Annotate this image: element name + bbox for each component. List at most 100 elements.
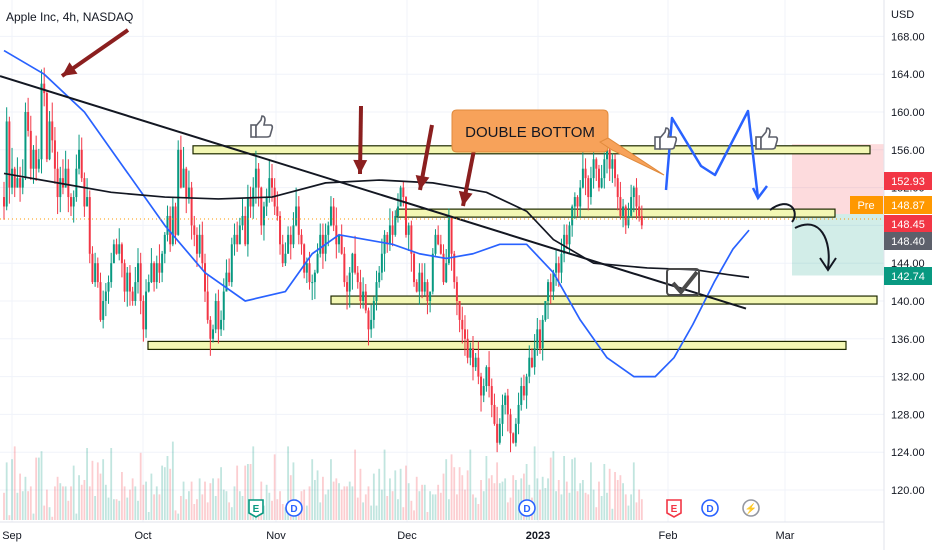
volume-bar <box>506 502 509 520</box>
candle-body <box>480 376 483 396</box>
earnings-marker[interactable]: E <box>666 499 682 518</box>
candle-body <box>53 140 56 169</box>
candle-body <box>399 187 402 207</box>
callout-text: DOUBLE BOTTOM <box>465 124 595 141</box>
badge-bg <box>884 196 932 214</box>
candle-body <box>292 225 295 245</box>
candle-body <box>474 357 477 368</box>
candle-body <box>386 234 389 245</box>
projection-arrow <box>794 223 830 269</box>
candle-body <box>91 253 94 283</box>
y-tick-label: 120.00 <box>891 485 925 497</box>
candle-body <box>541 319 544 349</box>
volume-bar <box>72 465 75 520</box>
candle-body <box>587 178 590 198</box>
candle-body <box>319 234 322 254</box>
volume-bar <box>595 507 598 520</box>
candle-body <box>364 291 367 311</box>
candle-body <box>606 149 608 160</box>
candle-body <box>356 272 359 283</box>
candle-body <box>161 253 164 273</box>
candle-body <box>614 159 617 179</box>
candle-body <box>332 206 335 226</box>
volume-bar <box>241 496 244 520</box>
candle-body <box>19 178 22 188</box>
volume-bar <box>380 489 383 520</box>
volume-bar <box>590 462 592 520</box>
volume-bar <box>8 515 11 520</box>
candle-body <box>21 178 24 188</box>
trendline-group <box>0 75 747 310</box>
candle-body <box>340 234 343 254</box>
candle-body <box>469 348 472 358</box>
volume-bar <box>129 489 131 520</box>
candle-body <box>396 206 399 216</box>
candle-body <box>514 423 517 443</box>
dividend-marker[interactable]: D <box>518 499 536 517</box>
volume-bar <box>410 500 413 520</box>
candle-body <box>244 215 247 245</box>
candle-body <box>555 263 558 273</box>
candle-body <box>638 206 641 216</box>
volume-bar <box>112 499 115 520</box>
volume-bar <box>359 468 362 520</box>
volume-bar <box>236 465 239 520</box>
candle-body <box>32 149 35 169</box>
dividend-marker[interactable]: D <box>701 499 719 517</box>
volume-bar <box>450 454 453 520</box>
volume-bar <box>592 489 595 520</box>
candle-body <box>466 338 469 358</box>
candle-body <box>102 301 105 320</box>
candle-body <box>182 168 185 188</box>
volume-bar <box>421 484 423 520</box>
volume-bar <box>67 500 70 520</box>
volume-bar <box>619 475 622 520</box>
candle-body <box>547 282 550 301</box>
price-axis[interactable]: 120.00124.00128.00132.00136.00140.00144.… <box>891 31 925 497</box>
y-tick-label: 124.00 <box>891 447 925 459</box>
volume-bar <box>442 473 445 520</box>
volume-bar <box>313 480 316 520</box>
arrow-head <box>458 190 473 206</box>
candle-body <box>40 83 43 160</box>
badge-bg <box>884 232 932 250</box>
candle-body <box>99 282 102 320</box>
event-marker-label: ⚡ <box>745 502 757 515</box>
volume-bar <box>155 486 158 520</box>
volume-bar <box>555 491 557 520</box>
y-tick-label: 168.00 <box>891 31 925 43</box>
candle-body <box>51 121 54 141</box>
volume-bar <box>514 480 517 520</box>
projection-arrow <box>769 203 796 223</box>
volume-bar <box>246 464 249 520</box>
volume-bar <box>485 456 488 520</box>
volume-bar <box>118 500 121 520</box>
candle-body <box>584 168 587 179</box>
candle-body <box>305 263 308 273</box>
volume-bar <box>265 484 268 520</box>
candle-body <box>453 253 456 283</box>
candle-body <box>308 263 311 283</box>
candle-body <box>147 282 150 292</box>
volume-bar <box>51 516 54 520</box>
candle-body <box>571 206 574 226</box>
x-tick-label: Nov <box>266 530 286 542</box>
candle-body <box>94 263 97 283</box>
candle-body <box>27 112 30 131</box>
earnings-marker[interactable]: E <box>248 499 264 518</box>
volume-bar <box>11 459 13 520</box>
plot-area[interactable] <box>0 0 884 522</box>
volume-bar <box>354 449 356 520</box>
volume-bar <box>346 486 348 520</box>
volume-bar <box>62 486 64 520</box>
volume-bar <box>458 467 461 520</box>
dividend-marker[interactable]: D <box>285 499 303 517</box>
volume-bar <box>565 481 568 520</box>
volume-bar <box>606 492 608 520</box>
split-marker[interactable]: ⚡ <box>742 499 760 517</box>
candle-body <box>268 178 271 198</box>
time-axis[interactable]: Sep Oct Nov Dec 2023 Feb Mar <box>2 530 795 542</box>
candle-body <box>581 168 584 188</box>
candle-body <box>128 272 131 292</box>
